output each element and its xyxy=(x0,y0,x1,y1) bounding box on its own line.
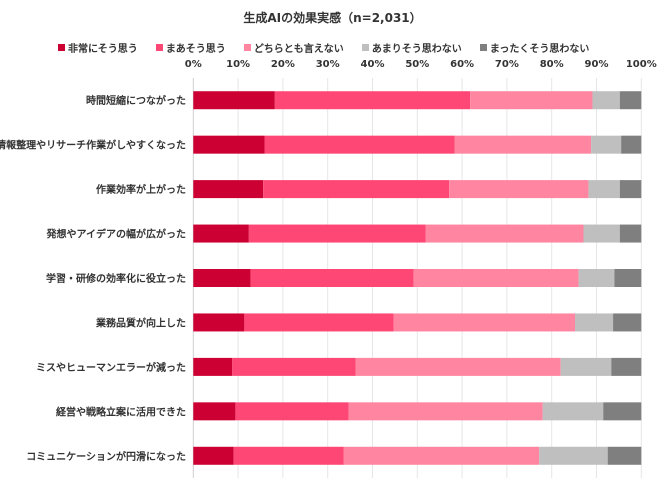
bar-segment-3 xyxy=(355,357,561,376)
legend-swatch xyxy=(479,44,487,51)
bar-segment-5 xyxy=(621,135,642,154)
category-label: 発想やアイデアの幅が広がった xyxy=(46,228,187,241)
bar-segment-1 xyxy=(193,91,275,110)
bar-segment-2 xyxy=(274,91,471,110)
bar-segment-1 xyxy=(193,180,264,199)
bar-segment-5 xyxy=(619,91,642,110)
x-tick-label: 0% xyxy=(185,59,202,70)
bar-segment-1 xyxy=(193,446,234,465)
legend-label: 非常にそう思う xyxy=(68,44,138,55)
legend-swatch xyxy=(243,44,251,51)
bar-segment-4 xyxy=(539,446,608,465)
bar-segment-5 xyxy=(611,357,642,376)
x-tick-label: 60% xyxy=(450,59,474,70)
legend-label: まったくそう思わない xyxy=(489,44,590,55)
x-tick-label: 70% xyxy=(495,59,519,70)
x-tick-label: 100% xyxy=(626,59,657,70)
bar-segment-1 xyxy=(193,357,233,376)
bar-segment-2 xyxy=(248,224,426,243)
bar-segment-2 xyxy=(232,357,356,376)
x-tick-label: 90% xyxy=(585,59,609,70)
x-tick-label: 10% xyxy=(226,59,250,70)
bar-segment-3 xyxy=(413,269,579,287)
bar-segment-3 xyxy=(449,180,589,199)
bar-segment-4 xyxy=(591,135,622,154)
bar-segment-1 xyxy=(193,135,265,154)
bar-segment-4 xyxy=(592,91,620,110)
bar-segment-2 xyxy=(235,402,349,421)
bar-segment-4 xyxy=(588,180,620,199)
category-label: 業務品質が向上した xyxy=(95,316,186,329)
legend: 非常にそう思う まあそう思う どちらとも言えない あまりそう思わない まったくそう思わな… xyxy=(58,40,589,55)
legend-label: まあそう思う xyxy=(165,44,226,55)
legend-label: あまりそう思わない xyxy=(371,44,462,55)
bar-segment-3 xyxy=(470,91,593,110)
bar-segment-4 xyxy=(542,402,604,421)
legend-swatch xyxy=(361,44,369,51)
bar-segment-1 xyxy=(193,224,249,243)
category-label: 時間短縮につながった xyxy=(86,94,186,107)
bar-segment-5 xyxy=(619,224,642,243)
legend-item: どちらとも言えない xyxy=(243,40,344,55)
category-label: 経営や戦略立案に活用できた xyxy=(56,405,186,418)
category-label: 学習・研修の効率化に役立った xyxy=(46,272,186,285)
bar-segment-2 xyxy=(244,313,394,332)
category-label: 作業効率が上がった xyxy=(96,183,186,196)
x-tick-label: 50% xyxy=(405,59,429,70)
bar-segment-1 xyxy=(193,402,236,421)
bar-segment-1 xyxy=(193,313,245,332)
bar-segment-3 xyxy=(454,135,592,154)
bar-segment-5 xyxy=(613,313,642,332)
bar-segment-2 xyxy=(233,446,344,465)
legend-item: あまりそう思わない xyxy=(361,40,462,55)
legend-label: どちらとも言えない xyxy=(253,44,344,55)
chart-title: 生成AIの効果実感（n=2,031） xyxy=(243,11,422,25)
x-tick-label: 30% xyxy=(316,59,340,70)
bar-segment-5 xyxy=(603,402,642,421)
bar-segment-4 xyxy=(560,357,612,376)
bar-segment-3 xyxy=(425,224,584,243)
legend-item: まあそう思う xyxy=(155,40,226,55)
category-label: コミュニケーションが円滑になった xyxy=(26,450,186,463)
bar-segment-2 xyxy=(250,269,414,287)
bar-segment-5 xyxy=(614,269,642,287)
bar-segment-5 xyxy=(607,446,642,465)
bar-segment-1 xyxy=(193,269,251,287)
x-tick-label: 20% xyxy=(271,59,295,70)
legend-swatch xyxy=(58,44,65,51)
x-tick-label: 80% xyxy=(540,59,564,70)
bar-segment-3 xyxy=(343,446,540,465)
legend-swatch xyxy=(155,44,163,51)
bar-segment-2 xyxy=(263,180,450,199)
bar-segment-3 xyxy=(348,402,543,421)
bar-segment-2 xyxy=(264,135,455,154)
x-tick-label: 40% xyxy=(361,59,385,70)
legend-item: 非常にそう思う xyxy=(58,40,138,55)
bar-segment-4 xyxy=(583,224,620,243)
bar-segment-3 xyxy=(393,313,575,332)
bar-segment-4 xyxy=(574,313,614,332)
legend-item: まったくそう思わない xyxy=(479,40,590,55)
bar-segment-4 xyxy=(578,269,615,287)
bar-segment-5 xyxy=(619,180,642,199)
category-label: 情報整理やリサーチ作業がしやすくなった xyxy=(0,139,186,152)
category-label: ミスやヒューマンエラーが減った xyxy=(36,361,186,374)
